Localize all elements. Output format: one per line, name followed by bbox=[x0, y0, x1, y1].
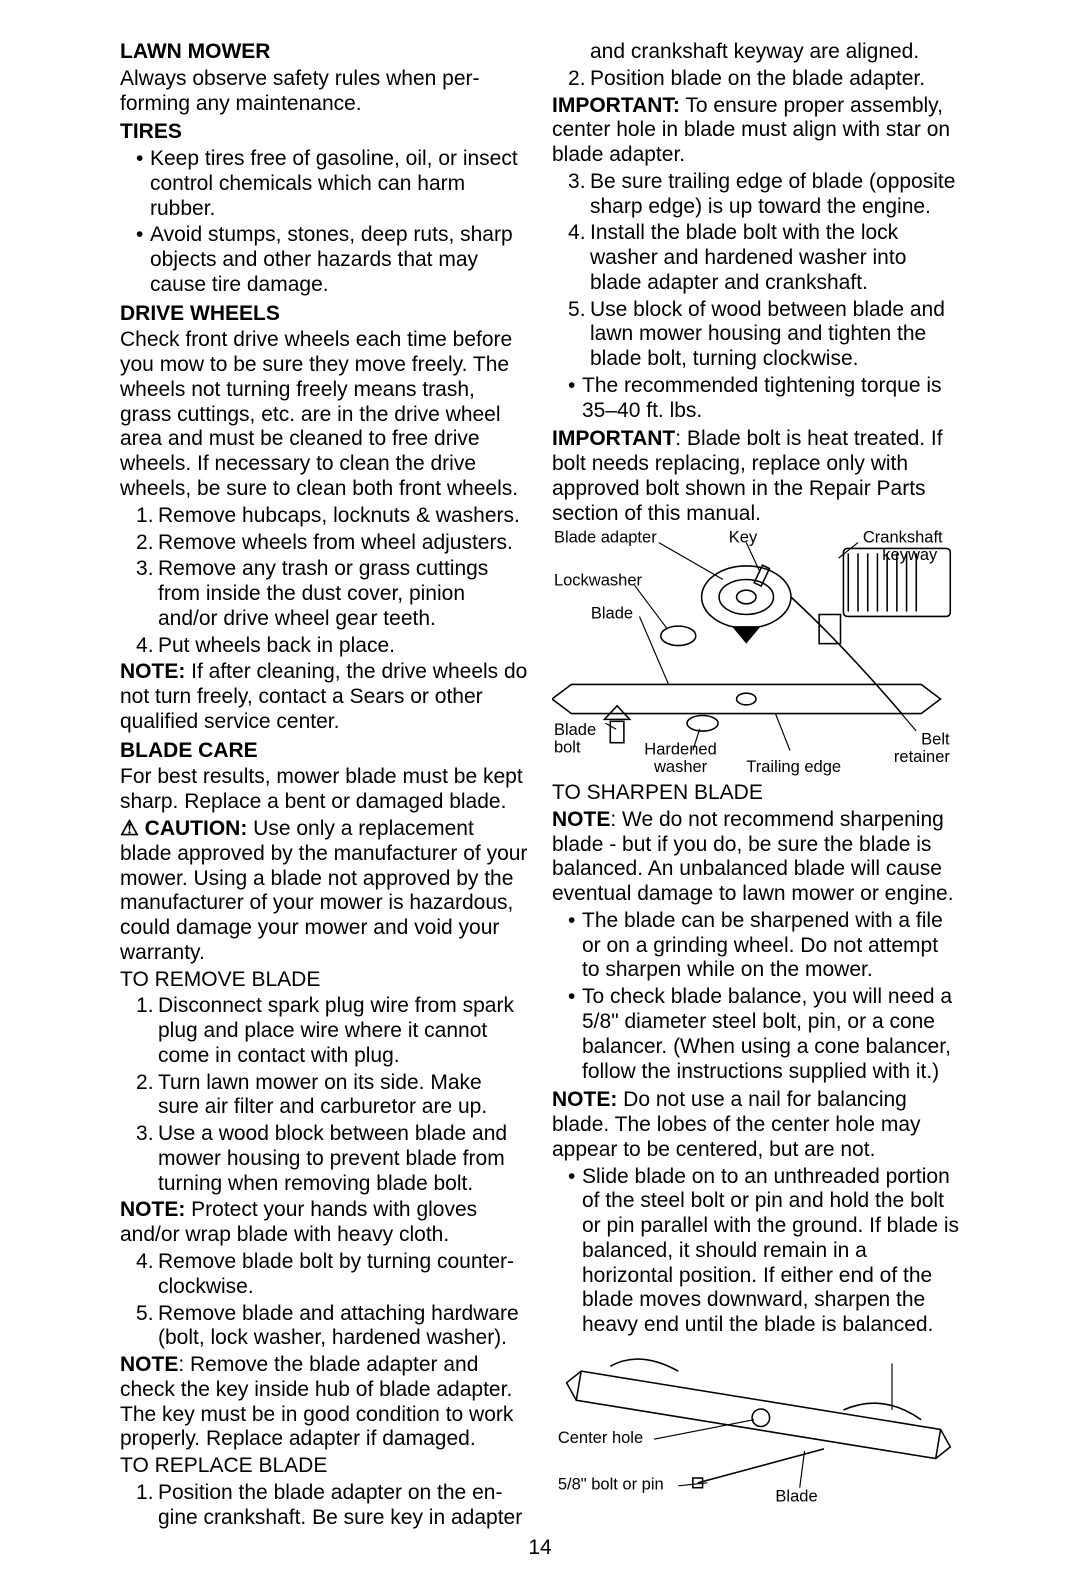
list-item: Remove blade and attaching hardware (bol… bbox=[136, 1302, 528, 1352]
list-item: Position blade on the blade adapter. bbox=[568, 67, 960, 92]
tires-list: Keep tires free of gasoline, oil, or ins… bbox=[120, 147, 528, 298]
label-crankshaft-keyway: Crankshaftkeyway bbox=[863, 529, 943, 564]
heading-lawn-mower: LAWN MOWER bbox=[120, 40, 528, 65]
heading-to-replace-blade: TO REPLACE BLADE bbox=[120, 1454, 528, 1479]
remove-steps-b: Remove blade bolt by turning counter­clo… bbox=[120, 1250, 528, 1351]
label-blade-adapter: Blade adapter bbox=[554, 529, 657, 547]
intro-text: Always observe safety rules when per­for… bbox=[120, 67, 528, 117]
list-item: Remove any trash or grass cuttings from … bbox=[136, 557, 528, 631]
caution-icon: ⚠ bbox=[120, 817, 145, 840]
list-item: Remove hubcaps, locknuts & washers. bbox=[136, 504, 528, 529]
list-item: Disconnect spark plug wire from spark pl… bbox=[136, 994, 528, 1068]
caution-label: CAUTION: bbox=[145, 817, 248, 840]
list-item: Put wheels back in place. bbox=[136, 634, 528, 659]
note-label: NOTE bbox=[552, 808, 610, 831]
list-item: Be sure trailing edge of blade (opposite… bbox=[568, 170, 960, 220]
heading-to-sharpen-blade: TO SHARPEN BLADE bbox=[552, 781, 960, 806]
slide-list: Slide blade on to an unthreaded portion … bbox=[552, 1165, 960, 1338]
replace-steps-cont: Be sure trailing edge of blade (opposite… bbox=[552, 170, 960, 372]
remove-steps-a: Disconnect spark plug wire from spark pl… bbox=[120, 994, 528, 1196]
list-item: Keep tires free of gasoline, oil, or ins… bbox=[136, 147, 528, 221]
important-assembly: IMPORTANT: To ensure proper assembly, ce… bbox=[552, 94, 960, 168]
diagram-blade-assembly: Blade adapter Key Crankshaftkeyway Lockw… bbox=[552, 529, 960, 782]
label-key: Key bbox=[729, 529, 758, 547]
page-columns: LAWN MOWER Always observe safety rules w… bbox=[120, 40, 960, 1530]
note-label: NOTE bbox=[120, 1353, 178, 1376]
note-text: : Remove the blade adapter and check the… bbox=[120, 1353, 513, 1450]
list-item: Install the blade bolt with the lock was… bbox=[568, 221, 960, 295]
important-label: IMPORTANT bbox=[552, 427, 675, 450]
note-text: : We do not recommend sharp­ening blade … bbox=[552, 808, 954, 905]
note-drive-wheels: NOTE: If after cleaning, the drive wheel… bbox=[120, 660, 528, 734]
list-item: To check blade balance, you will need a … bbox=[568, 985, 960, 1084]
note-label: NOTE: bbox=[552, 1088, 617, 1111]
heading-tires: TIRES bbox=[120, 120, 528, 145]
important-bolt: IMPORTANT: Blade bolt is heat treated. I… bbox=[552, 427, 960, 526]
blade-care-text: For best results, mower blade must be ke… bbox=[120, 765, 528, 815]
heading-to-remove-blade: TO REMOVE BLADE bbox=[120, 968, 528, 993]
note-label: NOTE: bbox=[120, 660, 185, 683]
list-item: Use block of wood between blade and lawn… bbox=[568, 298, 960, 372]
list-item: The blade can be sharpened with a file o… bbox=[568, 909, 960, 983]
label-lockwasher: Lockwasher bbox=[554, 571, 643, 589]
sharpen-list: The blade can be sharpened with a file o… bbox=[552, 909, 960, 1084]
label-hardened-washer: Hardenedwasher bbox=[644, 740, 716, 775]
drive-wheels-text: Check front drive wheels each time befor… bbox=[120, 328, 528, 501]
heading-drive-wheels: DRIVE WHEELS bbox=[120, 302, 528, 327]
heading-blade-care: BLADE CARE bbox=[120, 739, 528, 764]
list-item: Use a wood block between blade and mower… bbox=[136, 1122, 528, 1196]
note-gloves: NOTE: Protect your hands with gloves and… bbox=[120, 1198, 528, 1248]
list-item: The recommended tightening torque is 35–… bbox=[568, 374, 960, 424]
note-label: NOTE: bbox=[120, 1198, 185, 1221]
label-blade-bolt: Bladebolt bbox=[554, 720, 596, 755]
list-item: Remove blade bolt by turning counter­clo… bbox=[136, 1250, 528, 1300]
note-sharpen: NOTE: We do not recommend sharp­ening bl… bbox=[552, 808, 960, 907]
label-blade: Blade bbox=[775, 1487, 817, 1505]
label-bolt-pin: 5/8" bolt or pin bbox=[558, 1476, 664, 1494]
note-adapter: NOTE: Remove the blade adapter and check… bbox=[120, 1353, 528, 1452]
important-label: IMPORTANT: bbox=[552, 94, 680, 117]
label-center-hole: Center hole bbox=[558, 1429, 643, 1447]
caution-block: ⚠ CAUTION: Use only a replacement blade … bbox=[120, 817, 528, 966]
page-number: 14 bbox=[120, 1536, 960, 1561]
label-trailing-edge: Trailing edge bbox=[746, 757, 841, 775]
label-blade: Blade bbox=[591, 604, 633, 622]
label-belt-retainer: Beltretainer bbox=[894, 730, 950, 765]
list-item: Avoid stumps, stones, deep ruts, sharp o… bbox=[136, 223, 528, 297]
list-item: Slide blade on to an unthreaded portion … bbox=[568, 1165, 960, 1338]
drive-wheels-steps: Remove hubcaps, locknuts & washers. Remo… bbox=[120, 504, 528, 659]
note-nail: NOTE: Do not use a nail for balancing bl… bbox=[552, 1088, 960, 1162]
diagram-blade-balance: Center hole 5/8" bolt or pin Blade bbox=[552, 1342, 960, 1507]
list-item: Turn lawn mower on its side. Make sure a… bbox=[136, 1071, 528, 1121]
list-item: Remove wheels from wheel adjusters. bbox=[136, 531, 528, 556]
torque-list: The recommended tightening torque is 35–… bbox=[552, 374, 960, 424]
